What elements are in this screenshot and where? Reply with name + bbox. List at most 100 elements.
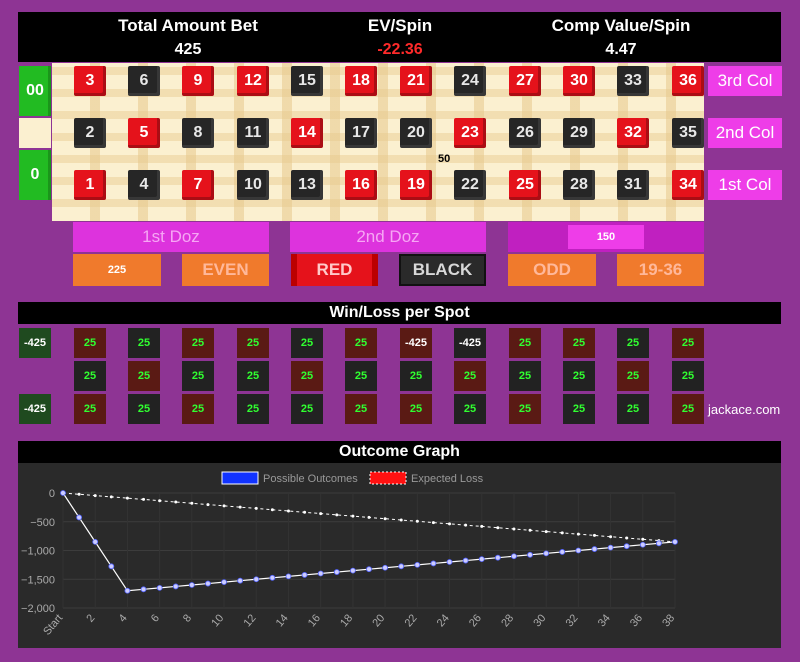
expected-loss-point [464,523,468,527]
number-spot[interactable]: 29 [563,118,595,148]
dozen-chip-3rd: 150 [568,225,644,249]
expected-loss-point [480,524,484,528]
x-tick-label: 32 [564,612,581,629]
expected-loss-point [415,519,419,523]
number-spot[interactable]: 15 [291,66,323,96]
number-spot[interactable]: 36 [672,66,704,96]
number-spot[interactable]: 33 [617,66,649,96]
dozen-bet-2nd[interactable]: 2nd Doz [290,222,486,252]
bet-red[interactable]: RED [291,254,378,286]
winloss-cell: 25 [454,361,486,391]
number-spot[interactable]: 16 [345,170,377,200]
number-spot[interactable]: 11 [237,118,269,148]
number-spot[interactable]: 13 [291,170,323,200]
y-tick-label: −1,500 [21,574,55,586]
expected-loss-point [319,512,323,516]
number-spot[interactable]: 8 [182,118,214,148]
x-tick-label: 30 [531,612,548,629]
number-spot[interactable]: 2 [74,118,106,148]
number-spot[interactable]: 19 [400,170,432,200]
x-tick-label: 20 [370,612,387,629]
number-spot[interactable]: 14 [291,118,323,148]
possible-outcomes-point [559,549,566,555]
number-spot[interactable]: 20 [400,118,432,148]
winloss-cell: 25 [345,328,377,358]
number-spot[interactable]: 23 [454,118,486,148]
number-spot[interactable]: 9 [182,66,214,96]
expected-loss-point [238,505,242,509]
betting-board[interactable] [52,63,704,221]
zero-split-spot[interactable] [19,118,51,148]
dozen-bet-1st[interactable]: 1st Doz [73,222,269,252]
number-spot[interactable]: 32 [617,118,649,148]
winloss-cell: 25 [617,328,649,358]
column-bet-1st[interactable]: 1st Col [708,170,782,200]
number-spot[interactable]: 25 [509,170,541,200]
possible-outcomes-point [672,538,678,545]
winloss-00: -425 [19,328,51,358]
bet-19-36[interactable]: 19-36 [617,254,704,286]
total-bet-value: 425 [174,41,202,58]
number-spot[interactable]: 22 [454,170,486,200]
low-chip: 225 [107,264,127,276]
number-spot[interactable]: 1 [74,170,106,200]
dozen-bet-3rd[interactable]: 150 [508,222,704,252]
number-spot[interactable]: 21 [400,66,432,96]
number-spot[interactable]: 28 [563,170,595,200]
bet-black[interactable]: BLACK [399,254,486,286]
x-tick-label: 12 [241,612,258,629]
number-spot[interactable]: 5 [128,118,160,148]
x-tick-label: 16 [306,612,323,629]
zero-spot[interactable]: 0 [19,150,51,200]
winloss-cell: 25 [672,394,704,424]
number-spot[interactable]: 34 [672,170,704,200]
possible-outcomes-point [623,543,630,550]
expected-loss-point [544,530,548,534]
winloss-cell: 25 [182,361,214,391]
expected-loss-point [335,513,339,517]
possible-outcomes-point [205,580,211,587]
number-spot[interactable]: 12 [237,66,269,96]
expected-loss-point [528,528,532,532]
ev-spin-stat: EV/Spin -22.36 [285,12,515,59]
number-spot[interactable]: 4 [128,170,160,200]
expected-loss-point [431,521,435,525]
expected-loss-point [367,515,371,519]
number-spot[interactable]: 35 [672,118,704,148]
winloss-cell: 25 [672,361,704,391]
possible-outcomes-line [62,492,676,592]
possible-outcomes-point [494,554,501,561]
number-spot[interactable]: 3 [74,66,106,96]
number-spot[interactable]: 7 [182,170,214,200]
number-spot[interactable]: 26 [509,118,541,148]
double-zero-spot[interactable]: 00 [19,66,51,116]
expected-loss-point [174,500,178,504]
number-spot[interactable]: 18 [345,66,377,96]
legend-label-expected: Expected Loss [411,473,484,485]
expected-loss-point [448,522,452,526]
possible-outcomes-point [527,551,533,558]
number-spot[interactable]: 6 [128,66,160,96]
winloss-cell: 25 [563,361,595,391]
possible-outcomes-point [76,514,83,521]
winloss-cell: 25 [563,328,595,358]
bet-1-18[interactable]: 225 [73,254,161,286]
number-spot[interactable]: 31 [617,170,649,200]
bet-odd[interactable]: ODD [508,254,596,286]
possible-outcomes-point [301,572,308,578]
column-bet-3rd[interactable]: 3rd Col [708,66,782,96]
winloss-0: -425 [19,394,51,424]
x-tick-label: 10 [209,612,226,629]
number-spot[interactable]: 17 [345,118,377,148]
column-bet-2nd[interactable]: 2nd Col [708,118,782,148]
legend-label-possible: Possible Outcomes [263,473,358,485]
number-spot[interactable]: 27 [509,66,541,96]
possible-outcomes-point [188,582,195,588]
number-spot[interactable]: 10 [237,170,269,200]
x-tick-label: 18 [338,612,355,629]
y-tick-label: −2,000 [21,603,55,615]
number-spot[interactable]: 30 [563,66,595,96]
dozen-label-2nd: 2nd Doz [356,227,420,246]
number-spot[interactable]: 24 [454,66,486,96]
bet-even[interactable]: EVEN [182,254,269,286]
